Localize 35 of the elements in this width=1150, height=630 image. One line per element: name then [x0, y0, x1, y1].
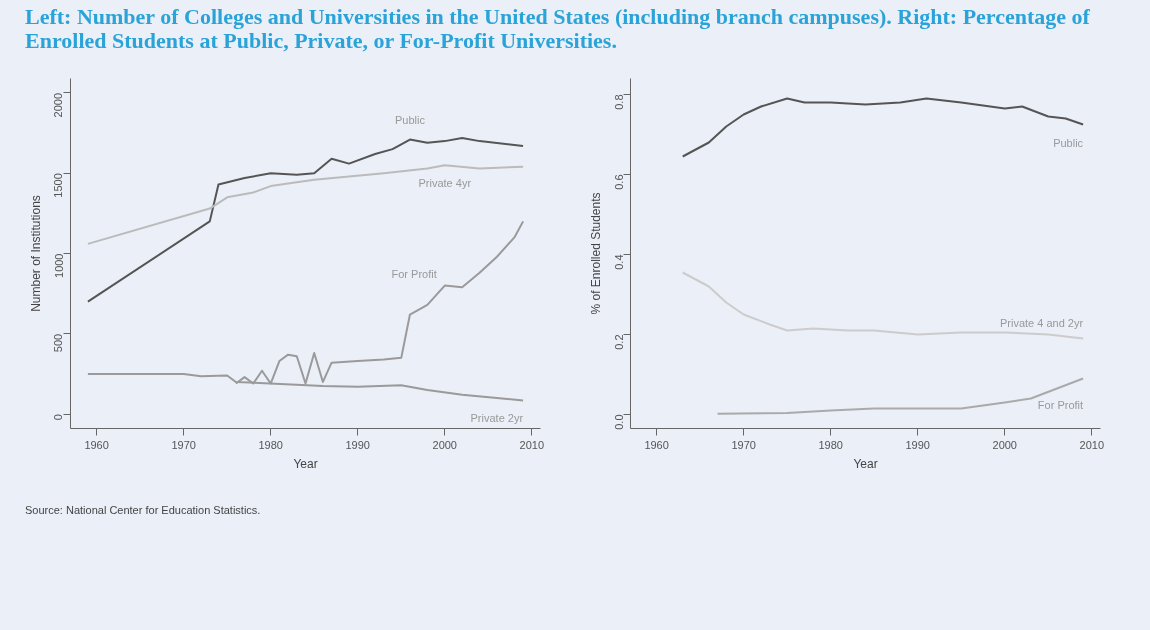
x-tick-label: 2000	[432, 438, 458, 451]
x-tick-label: 1970	[171, 438, 196, 451]
chart-title: Left: Number of Colleges and Universities in the United States (including branch campuses). Right: Percentage of Enrolled Students at Public, Private, or For-Profit Universities.	[25, 4, 1091, 54]
y-tick-label: 1000	[52, 253, 65, 279]
series-label: Private 2yr	[470, 412, 524, 425]
y-tick-label: 0.6	[612, 174, 625, 191]
y-tick-label: 0.8	[612, 94, 625, 111]
series-label: Private 4 and 2yr	[999, 316, 1084, 329]
x-tick-label: 1980	[258, 438, 283, 451]
x-axis-title: Year	[853, 456, 878, 471]
y-tick-label: 1500	[52, 173, 65, 199]
y-tick-label: 2000	[52, 93, 65, 118]
series-label: For Profit	[391, 267, 437, 280]
y-tick-label: 0	[52, 414, 65, 421]
x-tick-label: 1960	[84, 438, 109, 451]
y-tick-label: 0.2	[612, 334, 625, 351]
x-tick-label: 1980	[818, 438, 843, 451]
y-axis-title: Number of Institutions	[28, 195, 43, 313]
series-label: Public	[1053, 136, 1084, 149]
x-tick-label: 1970	[731, 438, 756, 451]
series-label: Private 4yr	[418, 177, 472, 190]
x-axis-title: Year	[293, 456, 318, 471]
y-axis-title: % of Enrolled Students	[588, 192, 603, 315]
x-tick-label: 1990	[345, 438, 370, 451]
y-tick-label: 0.0	[612, 414, 625, 431]
series-label: For Profit	[1037, 398, 1084, 411]
series-label: Public	[394, 113, 426, 126]
y-tick-label: 500	[52, 334, 65, 353]
y-tick-label: 0.4	[612, 254, 625, 271]
x-tick-label: 2010	[519, 438, 545, 451]
source-note: Source: National Center for Education Statistics.	[25, 503, 261, 519]
x-tick-label: 1990	[905, 438, 930, 451]
x-tick-label: 2000	[992, 438, 1018, 451]
x-tick-label: 2010	[1079, 438, 1105, 451]
x-tick-label: 1960	[644, 438, 669, 451]
